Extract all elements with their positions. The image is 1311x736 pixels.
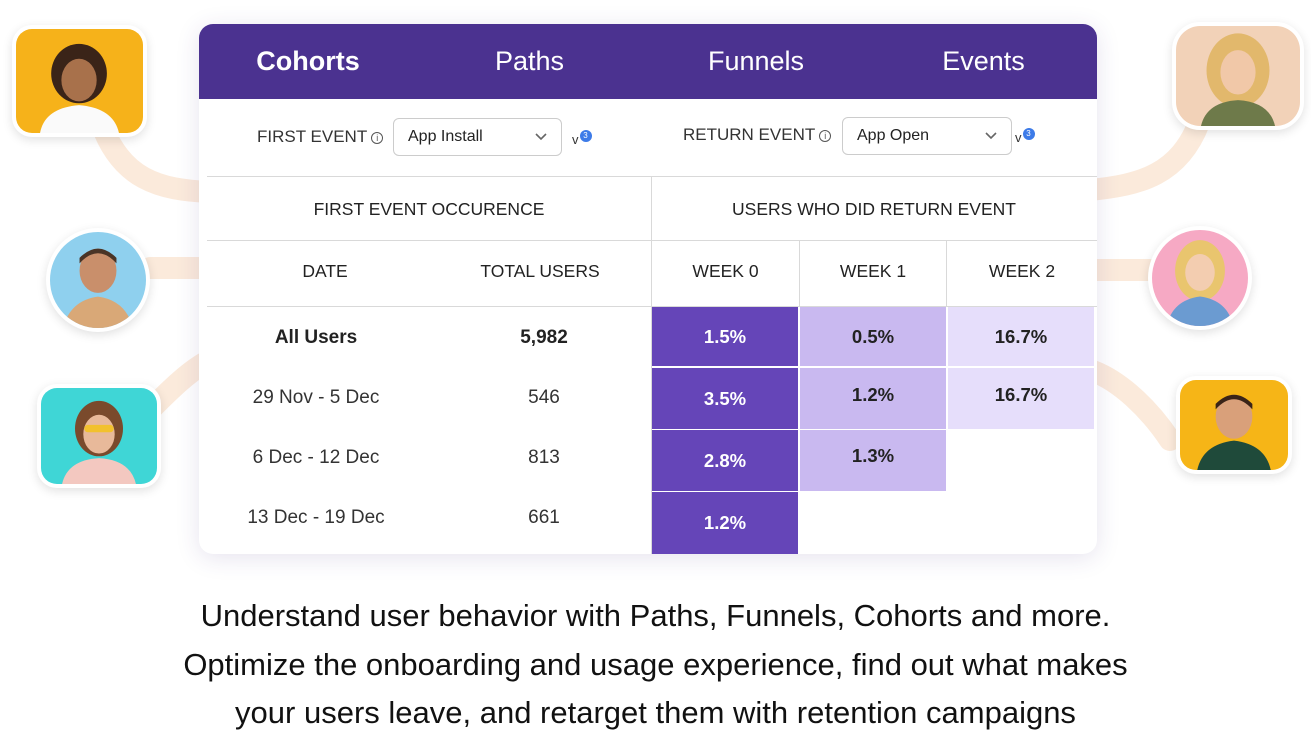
chevron-down-icon xyxy=(985,132,997,140)
heat-cell-week-0[interactable]: 3.5% xyxy=(652,368,798,429)
heat-cell-week-2[interactable]: 16.7% xyxy=(948,368,1094,429)
row-date: 29 Nov - 5 Dec xyxy=(252,387,380,408)
first-event-select[interactable]: App Install xyxy=(393,118,562,156)
caption-line-1: Understand user behavior with Paths, Fun… xyxy=(200,598,1111,633)
column-header-week-2: WEEK 2 xyxy=(988,261,1056,281)
heat-cell-week-1[interactable]: 1.2% xyxy=(800,368,946,429)
row-total-users: 5,982 xyxy=(520,327,568,348)
user-avatar-1 xyxy=(12,25,147,137)
divider xyxy=(207,176,1097,177)
row-date: 13 Dec - 19 Dec xyxy=(247,507,385,528)
return-event-value: App Open xyxy=(857,127,930,144)
caption-line-2: Optimize the onboarding and usage experi… xyxy=(183,646,1128,682)
heat-cell-week-2[interactable]: 16.7% xyxy=(948,307,1094,366)
caption-line-3: your users leave, and retarget them with… xyxy=(235,695,1076,730)
return-event-select[interactable]: App Open xyxy=(842,117,1012,155)
row-total-users: 813 xyxy=(528,447,560,468)
row-date: All Users xyxy=(274,327,358,348)
divider xyxy=(799,240,800,306)
tab-events[interactable]: Events xyxy=(942,46,1025,76)
column-header-week-0: WEEK 0 xyxy=(692,261,759,281)
user-avatar-3 xyxy=(37,384,161,488)
divider xyxy=(207,306,1097,307)
divider xyxy=(946,240,947,306)
chevron-down-icon xyxy=(535,133,547,141)
tab-funnels[interactable]: Funnels xyxy=(707,46,805,76)
column-header-date: DATE xyxy=(302,261,348,281)
return-event-label: RETURN EVENT i xyxy=(683,125,832,145)
info-icon: i xyxy=(819,130,832,142)
group-header-return-event: USERS WHO DID RETURN EVENT xyxy=(732,199,1016,219)
version-badge: 3 xyxy=(1022,128,1035,140)
heat-cell-week-1[interactable]: 0.5% xyxy=(800,307,946,366)
first-event-value: App Install xyxy=(408,128,483,145)
user-avatar-5 xyxy=(1148,226,1252,330)
heat-cell-week-0[interactable]: 2.8% xyxy=(652,430,798,491)
column-header-week-1: WEEK 1 xyxy=(839,261,907,281)
group-header-first-event: FIRST EVENT OCCURENCE xyxy=(313,199,545,219)
cohorts-card: Cohorts Paths Funnels Events FIRST EVENT… xyxy=(199,24,1097,554)
version-badge: 3 xyxy=(579,130,592,142)
first-event-label: FIRST EVENT i xyxy=(257,127,384,147)
column-header-total-users: TOTAL USERS xyxy=(480,261,600,281)
row-date: 6 Dec - 12 Dec xyxy=(252,447,380,468)
tab-cohorts[interactable]: Cohorts xyxy=(256,46,360,76)
user-avatar-4 xyxy=(1172,22,1304,130)
row-total-users: 661 xyxy=(528,507,560,528)
info-icon: i xyxy=(371,132,384,144)
tab-paths[interactable]: Paths xyxy=(494,46,565,76)
heat-cell-week-1[interactable]: 1.3% xyxy=(800,430,946,491)
row-total-users: 546 xyxy=(528,387,560,408)
user-avatar-2 xyxy=(46,228,150,332)
divider xyxy=(651,176,652,554)
tab-bar: Cohorts Paths Funnels Events xyxy=(199,24,1097,99)
marketing-caption: Understand user behavior with Paths, Fun… xyxy=(0,592,1311,736)
divider xyxy=(207,240,1097,241)
heat-cell-week-0[interactable]: 1.5% xyxy=(652,307,798,366)
user-avatar-6 xyxy=(1176,376,1292,474)
heat-cell-week-0[interactable]: 1.2% xyxy=(652,492,798,554)
